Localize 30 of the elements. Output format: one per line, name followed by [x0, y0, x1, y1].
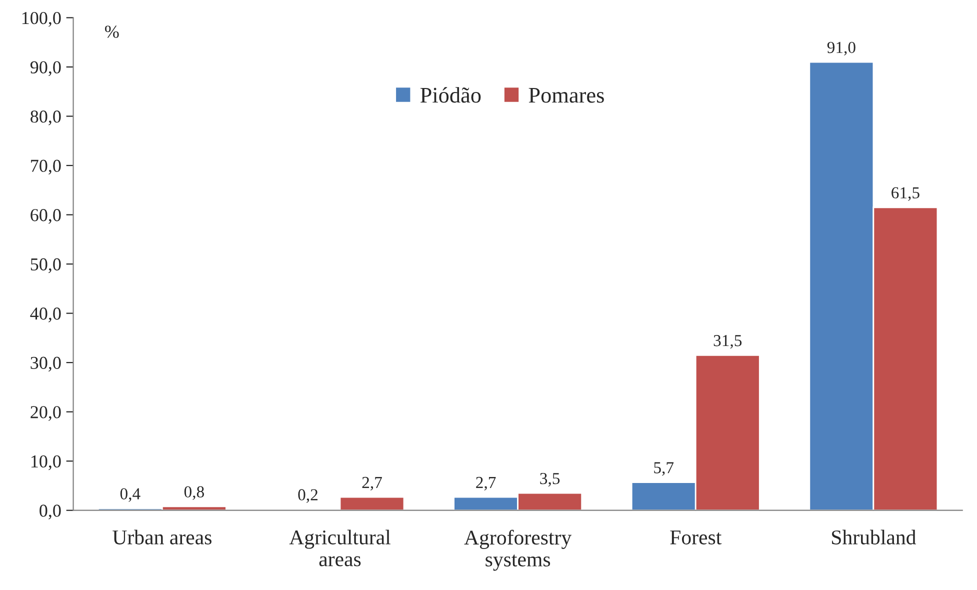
data-label: 2,7 [362, 476, 382, 491]
legend-label: Pomares [528, 88, 604, 103]
y-tick-label: 30,0 [30, 356, 61, 372]
data-label: 31,5 [714, 335, 742, 349]
y-axis-title: % [105, 26, 119, 38]
data-label: 3,5 [540, 472, 560, 487]
y-tick-label: 100,0 [22, 12, 61, 27]
y-tick-label: 40,0 [30, 308, 61, 322]
y-tick-label: 10,0 [31, 455, 61, 470]
x-tick-label: Forest [670, 530, 722, 544]
x-tick-label: Shrubland [832, 530, 916, 544]
y-tick-label: 60,0 [30, 209, 61, 224]
y-tick-label: 80,0 [30, 110, 61, 126]
data-label: 0,4 [120, 488, 140, 502]
y-tick-label: 20,0 [30, 406, 61, 421]
legend-label: Piódão [420, 87, 481, 103]
data-label: 0,8 [184, 486, 204, 500]
y-tick-label: 0,0 [40, 504, 61, 520]
y-tick-label: 50,0 [30, 258, 61, 274]
data-label: 2,7 [476, 476, 496, 491]
y-tick-label: 70,0 [31, 160, 61, 175]
data-label: 0,2 [298, 489, 318, 503]
data-label: 61,5 [892, 187, 920, 201]
data-label: 91,0 [827, 42, 856, 56]
y-tick-label: 90,0 [30, 61, 61, 76]
bar [339, 496, 405, 510]
x-tick-label: Urban areas [112, 530, 212, 544]
data-label: 5,7 [654, 462, 674, 476]
x-tick-label: Agroforestry systems [464, 530, 572, 571]
x-tick-label: Agricultural areas [289, 530, 390, 566]
